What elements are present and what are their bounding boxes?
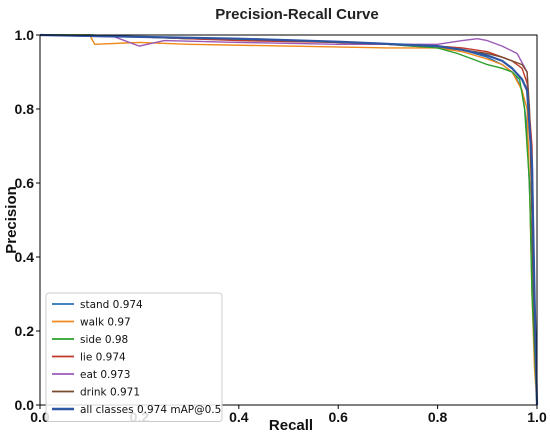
legend-entry: drink 0.971 — [80, 387, 140, 399]
series-layer — [39, 33, 539, 406]
y-tick-label: 0.8 — [15, 101, 35, 117]
y-axis: 0.0 0.2 0.4 0.6 0.8 1.0 — [15, 27, 40, 413]
y-tick-label: 0.0 — [15, 397, 35, 413]
legend-entry: eat 0.973 — [80, 369, 130, 381]
legend-box — [45, 292, 223, 422]
y-tick-label: 0.4 — [15, 249, 35, 265]
series-line-3 — [39, 34, 538, 406]
plot-frame — [39, 34, 538, 406]
legend-entry: all classes 0.974 mAP@0.5 — [80, 404, 221, 416]
x-tick-label: 0.4 — [229, 409, 249, 425]
series-line-6 — [39, 33, 539, 406]
legend-entry: walk 0.97 — [80, 317, 131, 329]
x-tick-label: 0.6 — [328, 409, 348, 425]
x-tick-label: 0.0 — [30, 409, 50, 425]
legend-entry: side 0.98 — [80, 334, 128, 346]
y-tick-label: 1.0 — [15, 27, 35, 43]
y-axis-label: Precision — [3, 186, 20, 254]
chart-title: Precision-Recall Curve — [215, 6, 378, 23]
x-tick-label: 1.0 — [527, 409, 547, 425]
x-tick-label: 0.8 — [428, 409, 448, 425]
legend-entry: stand 0.974 — [80, 299, 143, 311]
y-tick-label: 0.2 — [15, 323, 35, 339]
legend-entry: lie 0.974 — [80, 352, 126, 364]
y-tick-label: 0.6 — [15, 175, 35, 191]
legend: stand 0.974 walk 0.97 side 0.98 lie 0.974 ea… — [45, 292, 223, 422]
x-axis-label: Recall — [269, 417, 313, 434]
